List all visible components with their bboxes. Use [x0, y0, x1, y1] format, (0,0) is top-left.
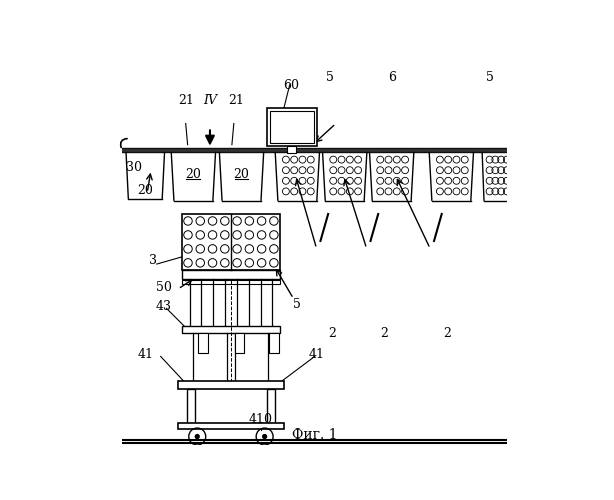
Text: IV: IV [203, 94, 217, 107]
Text: 50: 50 [156, 280, 172, 293]
Bar [187, 389, 195, 424]
Text: 5: 5 [486, 71, 494, 84]
Text: 410: 410 [249, 414, 273, 426]
Text: 2: 2 [380, 327, 388, 340]
Circle shape [195, 434, 199, 438]
Bar [266, 108, 317, 146]
Bar [178, 422, 284, 429]
Bar [198, 334, 208, 352]
Text: 5: 5 [293, 298, 301, 311]
Text: 2: 2 [443, 327, 451, 340]
Bar [114, 148, 515, 152]
Text: 30: 30 [126, 162, 142, 174]
Text: 21: 21 [228, 94, 244, 107]
Text: Фиг. 1: Фиг. 1 [292, 428, 338, 442]
Text: 41: 41 [138, 348, 154, 361]
Bar [182, 280, 280, 284]
Text: 20: 20 [233, 168, 249, 180]
Text: 3: 3 [149, 254, 157, 266]
Bar [270, 111, 314, 143]
Text: 20: 20 [138, 184, 154, 198]
Bar [182, 326, 280, 334]
Text: 60: 60 [284, 78, 300, 92]
Text: 43: 43 [156, 300, 172, 313]
Bar [182, 270, 280, 280]
Text: 5: 5 [326, 71, 334, 84]
Bar [266, 389, 275, 424]
Text: 6: 6 [387, 71, 395, 84]
Bar [287, 146, 296, 153]
Text: 21: 21 [178, 94, 193, 107]
Text: 20: 20 [185, 168, 201, 180]
Bar [178, 380, 284, 389]
Text: 41: 41 [309, 348, 325, 361]
Bar [235, 334, 244, 352]
Bar [182, 214, 280, 270]
Bar [270, 334, 279, 352]
Circle shape [263, 434, 266, 438]
Text: 2: 2 [328, 327, 336, 340]
